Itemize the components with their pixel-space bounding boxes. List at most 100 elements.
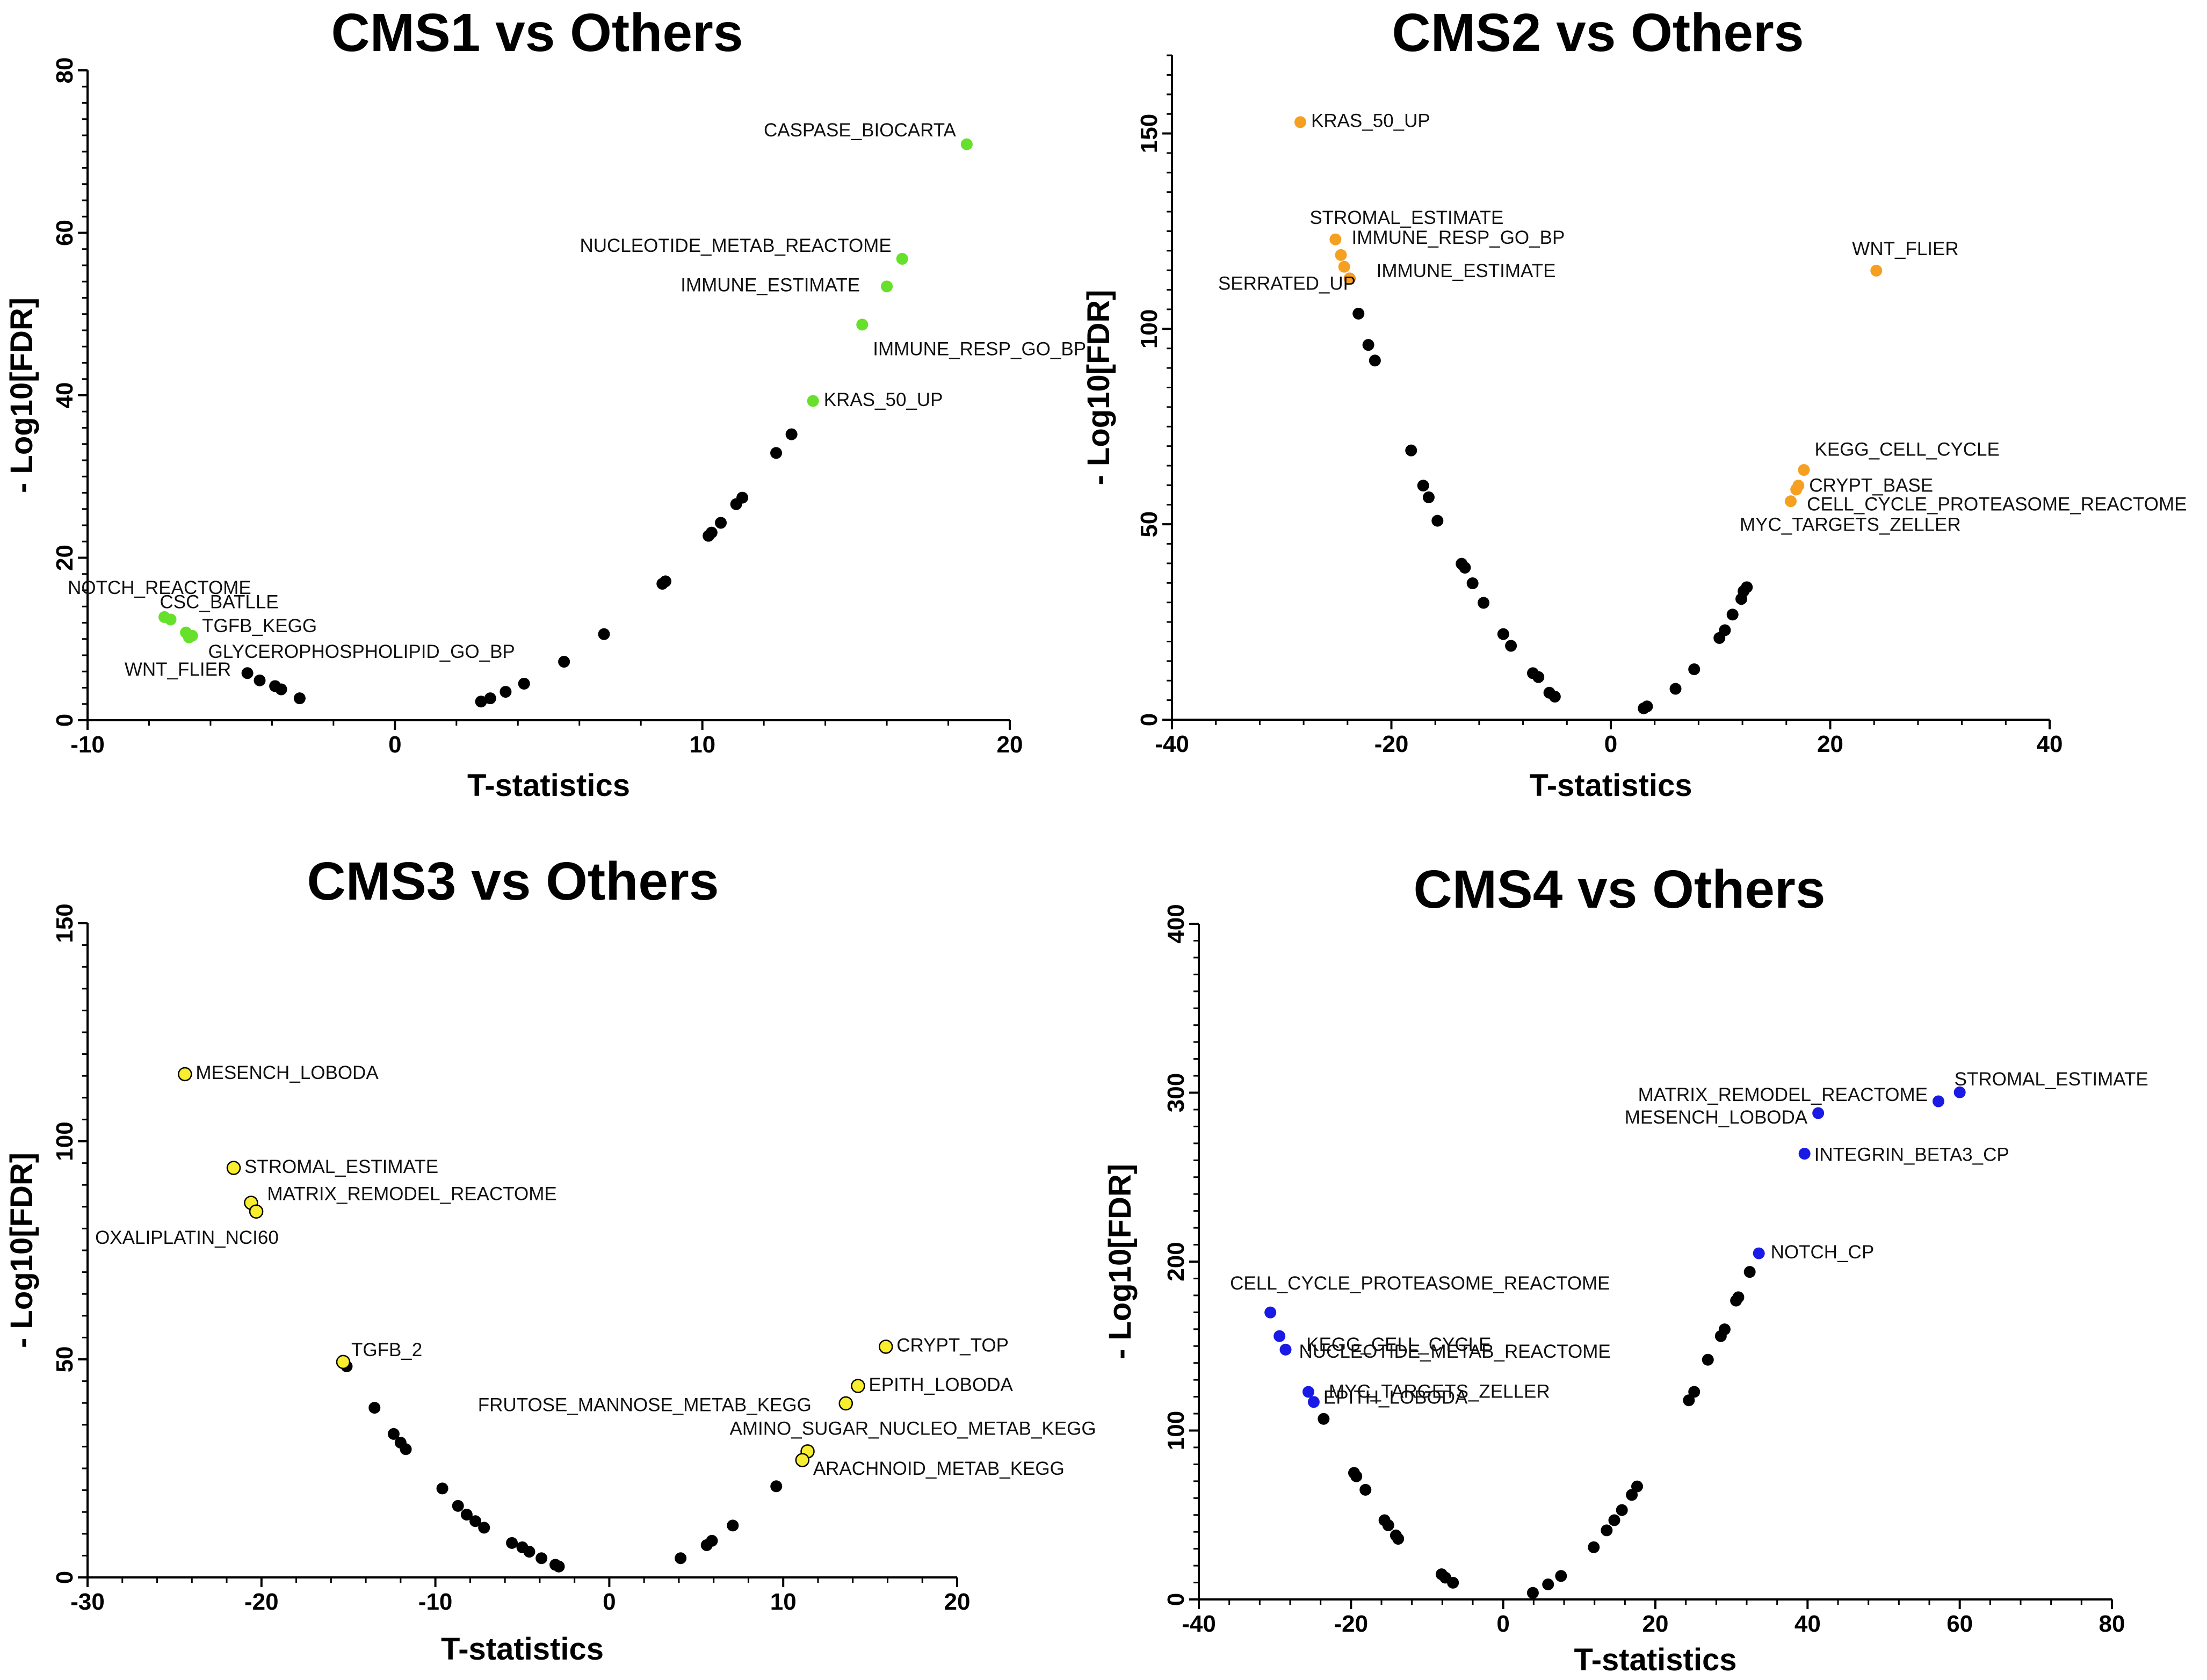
x-tick-label: -20 bbox=[244, 1589, 279, 1615]
x-tick-label: 40 bbox=[1794, 1611, 1821, 1637]
point-label: CRYPT_TOP bbox=[896, 1335, 1009, 1356]
point-label: STROMAL_ESTIMATE bbox=[244, 1156, 438, 1177]
data-point bbox=[1318, 1413, 1330, 1425]
y-tick-label: 150 bbox=[52, 903, 78, 943]
x-axis-label: T-statistics bbox=[441, 1632, 604, 1667]
highlight-point bbox=[1338, 260, 1350, 273]
point-label: KEGG_CELL_CYCLE bbox=[1814, 439, 1999, 460]
y-tick-label: 20 bbox=[52, 545, 78, 571]
data-point bbox=[518, 677, 530, 690]
x-tick-label: 10 bbox=[770, 1589, 797, 1615]
y-tick-label: 0 bbox=[1163, 1593, 1189, 1606]
x-tick-label: -30 bbox=[70, 1589, 105, 1615]
chart-title: CMS3 vs Others bbox=[307, 851, 719, 911]
data-point bbox=[368, 1402, 381, 1414]
y-tick-label: 50 bbox=[1136, 511, 1162, 538]
x-tick-label: 0 bbox=[603, 1589, 616, 1615]
panel-cms2: CMS2 vs Others -40 -20 0 20 40 0 50 100 150 T-stat… bbox=[1081, 3, 2187, 803]
y-axis-label: - Log10[FDR] bbox=[4, 1153, 39, 1348]
data-point bbox=[1555, 1570, 1567, 1582]
data-point bbox=[1392, 1533, 1405, 1545]
data-point bbox=[1478, 597, 1490, 609]
point-label: ARACHNOID_METAB_KEGG bbox=[813, 1458, 1065, 1479]
data-point bbox=[1431, 515, 1444, 527]
data-point bbox=[1359, 1483, 1372, 1496]
y-tick-label: 100 bbox=[1136, 309, 1162, 349]
point-label: KRAS_50_UP bbox=[1311, 111, 1430, 132]
point-label: CRYPT_BASE bbox=[1809, 475, 1933, 496]
highlight-point bbox=[1303, 1386, 1314, 1398]
panel-cms4: CMS4 vs Others -40 -20 0 20 40 60 80 0 100 200 300 4… bbox=[1103, 859, 2148, 1677]
data-point bbox=[1688, 663, 1701, 676]
point-label: NOTCH_REACTOME bbox=[68, 577, 251, 598]
point-label: IMMUNE_ESTIMATE bbox=[1377, 260, 1556, 281]
highlight-point bbox=[881, 280, 893, 293]
data-point bbox=[293, 692, 306, 705]
data-point bbox=[736, 491, 749, 504]
data-point bbox=[241, 667, 254, 679]
data-point bbox=[1669, 683, 1682, 695]
point-label: MATRIX_REMODEL_REACTOME bbox=[267, 1184, 556, 1205]
highlight-point bbox=[178, 1067, 192, 1082]
highlight-point bbox=[1953, 1086, 1966, 1098]
highlight-point bbox=[1798, 1148, 1811, 1160]
data-point bbox=[400, 1443, 412, 1455]
data-point bbox=[1369, 354, 1381, 367]
point-label: NUCLEOTIDE_METAB_REACTOME bbox=[580, 235, 891, 256]
y-tick-label: 50 bbox=[52, 1346, 78, 1373]
point-label: WNT_FLIER bbox=[1852, 238, 1958, 259]
data-point bbox=[469, 1515, 482, 1527]
highlight-point bbox=[960, 138, 973, 150]
data-point bbox=[484, 692, 496, 705]
point-label: IMMUNE_RESP_GO_BP bbox=[1352, 227, 1565, 248]
x-tick-label: -40 bbox=[1182, 1611, 1216, 1637]
point-label: KEGG_CELL_CYCLE bbox=[1306, 1334, 1491, 1355]
x-axis-label: T-statistics bbox=[1574, 1642, 1737, 1677]
data-point bbox=[1526, 1587, 1539, 1599]
data-point bbox=[1741, 581, 1753, 593]
chart-title: CMS2 vs Others bbox=[1392, 3, 1804, 63]
x-tick-label: -20 bbox=[1374, 731, 1409, 757]
point-label: CELL_CYCLE_PROTEASOME_REACTOME bbox=[1807, 494, 2187, 515]
highlight-point bbox=[1329, 233, 1342, 245]
point-label: EPITH_LOBODA bbox=[1323, 1387, 1468, 1408]
highlight-point bbox=[1294, 116, 1306, 128]
point-label: STROMAL_ESTIMATE bbox=[1309, 207, 1503, 228]
point-label: KRAS_50_UP bbox=[824, 389, 943, 410]
highlight-point bbox=[183, 631, 195, 643]
highlight-point bbox=[807, 395, 819, 407]
highlight-point bbox=[1273, 1330, 1286, 1342]
point-label: MESENCH_LOBODA bbox=[196, 1062, 379, 1083]
highlight-point bbox=[1335, 249, 1347, 261]
y-tick-label: 80 bbox=[52, 57, 78, 84]
point-label: MESENCH_LOBODA bbox=[1625, 1107, 1808, 1128]
data-point bbox=[1466, 577, 1479, 590]
point-label: EPITH_LOBODA bbox=[869, 1374, 1013, 1395]
y-axis-label: - Log10[FDR] bbox=[1103, 1164, 1138, 1359]
data-point bbox=[1362, 339, 1374, 351]
data-point bbox=[1719, 624, 1731, 636]
y-tick-label: 200 bbox=[1163, 1242, 1189, 1281]
data-point bbox=[452, 1500, 464, 1512]
highlight-point bbox=[856, 318, 869, 331]
highlight-point bbox=[226, 1161, 241, 1175]
x-tick-label: 20 bbox=[1642, 1611, 1669, 1637]
highlight-point bbox=[851, 1379, 865, 1393]
data-point bbox=[1542, 1578, 1554, 1591]
point-label: INTEGRIN_BETA3_CP bbox=[1814, 1144, 2009, 1165]
highlight-point bbox=[878, 1339, 893, 1354]
highlight-point bbox=[336, 1355, 351, 1370]
x-tick-label: -40 bbox=[1155, 731, 1189, 757]
highlight-point bbox=[1307, 1396, 1320, 1408]
x-tick-label: 40 bbox=[2037, 731, 2063, 757]
panel-cms1: CMS1 vs Others -10 0 10 20 0 20 40 60 80 T-statist… bbox=[4, 3, 1086, 803]
data-point bbox=[436, 1482, 448, 1495]
highlight-point bbox=[1812, 1107, 1825, 1119]
point-label: CSC_BATLLE bbox=[160, 592, 279, 613]
x-tick-label: -20 bbox=[1334, 1611, 1369, 1637]
x-tick-label: 0 bbox=[1496, 1611, 1509, 1637]
data-point bbox=[1417, 480, 1429, 492]
x-tick-label: 10 bbox=[689, 732, 715, 758]
y-tick-label: 400 bbox=[1163, 904, 1189, 943]
point-label: MYC_TARGETS_ZELLER bbox=[1329, 1381, 1550, 1402]
